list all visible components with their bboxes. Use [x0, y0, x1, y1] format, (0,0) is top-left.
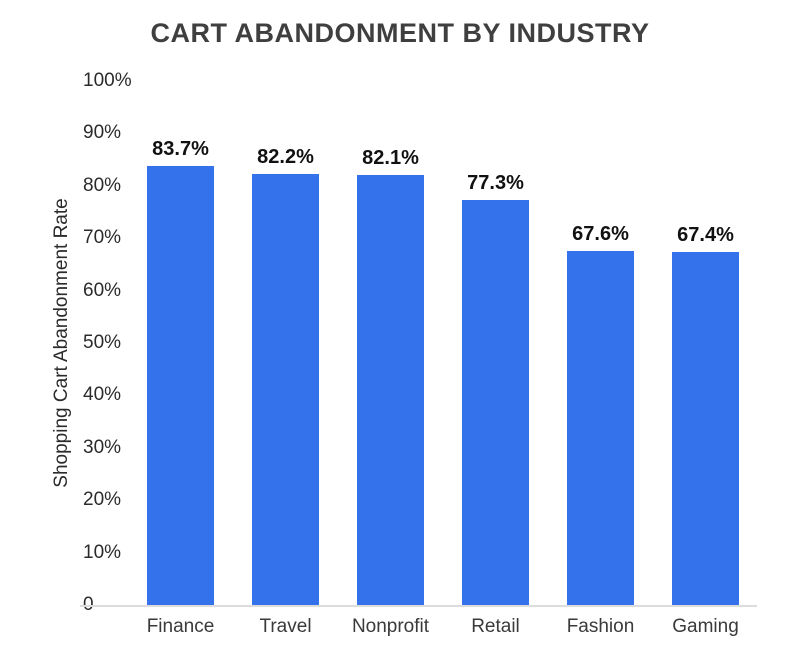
y-tick-label: 50% [83, 332, 122, 353]
y-tick-label: 0 [83, 594, 94, 616]
bar-gaming [672, 251, 739, 605]
bar-value-label: 82.1% [362, 146, 419, 169]
bar-value-label: 67.4% [677, 223, 734, 246]
plot-area: 83.7% 82.2% 82.1% 77.3% 67.6% 67.4% [128, 81, 758, 605]
bar-column-travel: 82.2% [233, 81, 338, 605]
y-tick-label: 80% [83, 174, 122, 196]
bar-value-label: 77.3% [467, 171, 524, 194]
x-category-label-fashion: Fashion [566, 616, 635, 637]
y-tick-label: 90% [83, 122, 122, 144]
bar-travel [252, 174, 319, 605]
bar-value-label: 83.7% [152, 138, 209, 161]
bar-value-label: 82.2% [257, 146, 314, 169]
x-category-label-retail: Retail [471, 616, 520, 637]
x-category-label-travel: Travel [259, 616, 312, 637]
bar-nonprofit [357, 174, 424, 605]
x-category-label-gaming: Gaming [672, 616, 739, 637]
y-tick-label: 70% [83, 227, 122, 249]
bar-column-gaming: 67.4% [653, 81, 758, 605]
y-axis-tick-labels: 100% 90% 80% 70% 60% 50% 40% 30% 20% 10% 0 [83, 70, 132, 615]
bar-value-label: 67.6% [572, 222, 629, 245]
bar-finance [147, 166, 214, 605]
chart-title: CART ABANDONMENT BY INDUSTRY [150, 18, 650, 48]
bar-column-retail: 77.3% [443, 81, 548, 605]
bar-fashion [567, 250, 634, 605]
y-axis-title: Shopping Cart Abandonment Rate [51, 198, 72, 488]
y-tick-label: 10% [83, 541, 122, 563]
y-tick-label: 100% [83, 70, 132, 91]
bar-column-nonprofit: 82.1% [338, 81, 443, 605]
y-tick-label: 60% [83, 279, 122, 301]
bar-column-finance: 83.7% [128, 81, 233, 605]
x-category-label-nonprofit: Nonprofit [351, 616, 430, 637]
y-tick-label: 40% [83, 384, 122, 406]
bar-retail [462, 199, 529, 605]
x-category-label-finance: Finance [146, 616, 215, 637]
y-tick-label: 30% [83, 436, 122, 458]
y-tick-label: 20% [83, 489, 122, 511]
bar-column-fashion: 67.6% [548, 81, 653, 605]
x-axis-line [80, 605, 757, 607]
x-axis-category-labels: Finance Travel Nonprofit Retail Fashion Gamin… [128, 616, 758, 638]
